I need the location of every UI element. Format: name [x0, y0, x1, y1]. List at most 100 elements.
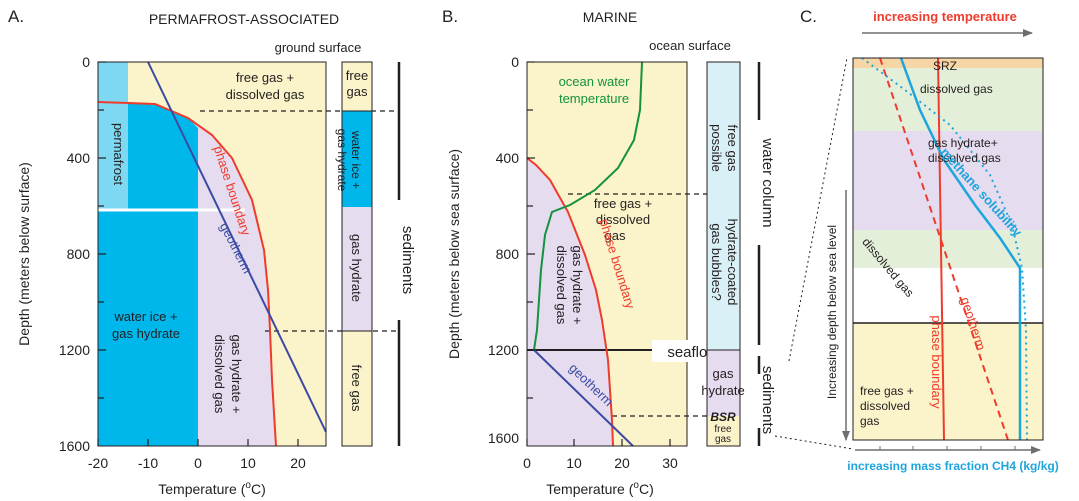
c-srz-label: SRZ [933, 59, 957, 73]
c-dissolved-band-top [853, 68, 1043, 131]
c-srz-band [853, 58, 1043, 68]
a-y-tick-800: 800 [67, 246, 91, 262]
b-phase-boundary-curve [526, 157, 614, 447]
c-bottom-arrow-ticks [879, 446, 1016, 450]
ground-surface-label: ground surface [275, 40, 362, 55]
b-col-gas-2: hydrate [701, 383, 744, 398]
panel-b-y-ticks [527, 61, 535, 399]
b-ocean-water-label-2: temperature [559, 91, 629, 106]
b-y-tick-800: 800 [496, 246, 520, 262]
a-y-tick-1600: 1600 [59, 438, 90, 454]
b-y-tick-1200: 1200 [488, 342, 519, 358]
b-hydrate-label-2: dissolved gas [554, 246, 569, 325]
c-hydrate-label-2: dissolved gas [928, 151, 1001, 165]
b-col-free-1: free [714, 424, 732, 435]
b-sediments-label: sediments [759, 366, 776, 434]
panel-c: C. increasing temperature SRZ dissolved … [800, 7, 1059, 473]
a-col-water-ice-2: gas hydrate [335, 129, 349, 192]
geotherm-line [147, 61, 327, 433]
water-ice-hydrate-zone [98, 210, 198, 446]
panel-a-column [341, 61, 373, 447]
a-x-tick-0: 0 [194, 455, 202, 471]
c-hydrate-label-1: gas hydrate+ [928, 136, 998, 150]
b-col-bsr: BSR [710, 410, 736, 424]
panel-b-title: MARINE [583, 9, 637, 25]
b-col-bubbles-1: hydrate-coated [725, 219, 740, 306]
panel-c-letter: C. [800, 7, 817, 26]
panel-a-x-axis-label: Temperature (oC) [158, 480, 266, 497]
b-ocean-temperature-curve [533, 61, 643, 351]
c-free-gas-label-1: free gas + [860, 384, 914, 398]
c-dissolved-band-mid [853, 230, 1043, 268]
a-water-ice-label-2: gas hydrate [112, 326, 180, 341]
b-x-tick-30: 30 [662, 455, 678, 471]
panel-b-x-ticks [526, 439, 671, 446]
b-free-gas-label-1: free gas + [594, 196, 652, 211]
b-hydrate-label-1: gas hydrate + [570, 245, 585, 324]
a-free-gas-label-2: dissolved gas [226, 87, 305, 102]
panel-a-x-ticks [97, 439, 299, 446]
b-x-tick-10: 10 [566, 455, 582, 471]
c-top-arrow-label: increasing temperature [873, 9, 1017, 24]
c-white-band [853, 268, 1043, 323]
a-col-water-ice-1: water ice + [349, 130, 363, 189]
a-hydrate-label-1: gas hydrate + [229, 334, 244, 413]
panel-a: A. PERMAFROST-ASSOCIATED ground surface … [8, 7, 416, 497]
c-phase-boundary-line [937, 57, 945, 441]
b-water-column-label: water column [759, 137, 776, 227]
c-depth-arrow-label: Increasing depth below sea level [825, 225, 839, 399]
b-free-gas-label-3: gas [605, 228, 626, 243]
c-phase-boundary-label: phase boundary [929, 315, 944, 409]
ocean-surface-label: ocean surface [649, 38, 731, 53]
a-y-tick-400: 400 [67, 150, 91, 166]
panel-a-y-ticks [98, 61, 106, 399]
c-dissolved-top-label: dissolved gas [920, 82, 993, 96]
panel-b: B. MARINE ocean surface 0 400 800 1200 1… [442, 7, 776, 497]
b-hydrate-zone [527, 158, 613, 446]
a-y-tick-1200: 1200 [59, 342, 90, 358]
panel-a-title: PERMAFROST-ASSOCIATED [149, 11, 339, 27]
a-col-free-gas-2: gas [347, 84, 368, 99]
b-free-gas-label-2: dissolved [596, 212, 650, 227]
a-x-tick-m20: -20 [88, 455, 108, 471]
a-free-gas-label-1: free gas + [236, 70, 294, 85]
b-col-free-gas-1: free gas [725, 125, 740, 172]
phase-boundary-curve [97, 101, 277, 447]
a-x-tick-m10: -10 [138, 455, 158, 471]
b-x-tick-20: 20 [614, 455, 630, 471]
a-x-tick-10: 10 [240, 455, 256, 471]
a-x-tick-20: 20 [290, 455, 306, 471]
panel-b-x-axis-label: Temperature (oC) [546, 480, 654, 497]
a-sediments-label: sediments [399, 226, 416, 294]
c-hydrate-band [853, 131, 1043, 230]
a-permafrost-label: permafrost [111, 123, 126, 186]
b-col-gas-1: gas [713, 366, 734, 381]
b-y-tick-400: 400 [496, 150, 520, 166]
connector-top [788, 57, 848, 362]
a-col-gas-hydrate: gas hydrate [349, 234, 364, 302]
b-geotherm-line [533, 349, 634, 447]
connector-bottom [774, 435, 854, 450]
c-methane-solubility-curve [899, 57, 1022, 440]
a-col-free-gas-1: free [346, 68, 368, 83]
c-dotted-solubility-curve [861, 57, 1028, 441]
c-bottom-arrow-label: increasing mass fraction CH4 (kg/kg) [847, 459, 1058, 473]
b-x-tick-0: 0 [523, 455, 531, 471]
permafrost-top-light [98, 62, 128, 102]
a-col-free-gas-bottom: free gas [349, 365, 364, 412]
panel-b-letter: B. [442, 7, 458, 26]
b-col-free-2: gas [715, 434, 731, 445]
c-free-gas-label-3: gas [860, 414, 879, 428]
panel-b-y-axis-label: Depth (meters below sea surface) [446, 149, 462, 359]
b-y-tick-0: 0 [511, 54, 519, 70]
b-y-tick-1600: 1600 [488, 430, 519, 446]
panel-c-frame [852, 57, 1044, 441]
panel-a-y-axis-label: Depth (meters below surface) [16, 162, 32, 346]
b-col-bubbles-2: gas bubbles? [709, 223, 724, 300]
panel-b-column [706, 61, 741, 447]
c-free-gas-label-2: dissolved [860, 399, 910, 413]
a-hydrate-label-2: dissolved gas [212, 335, 227, 414]
b-ocean-water-label-1: ocean water [559, 74, 630, 89]
permafrost-light-zone [98, 102, 128, 210]
